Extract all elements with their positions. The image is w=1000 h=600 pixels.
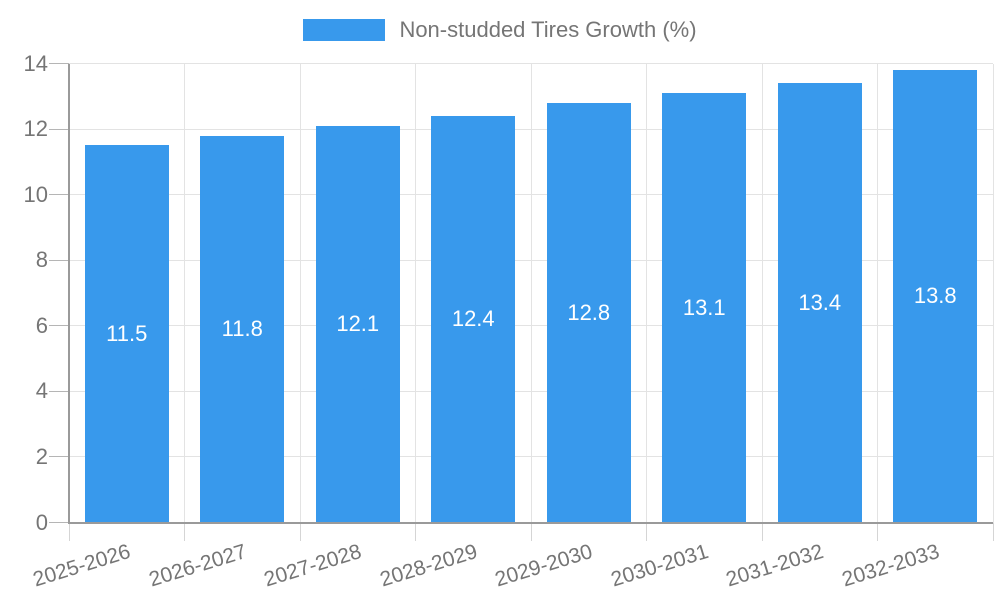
y-tick-label: 4 [35, 378, 48, 404]
y-tick [49, 390, 69, 392]
x-grid-line [992, 63, 994, 523]
bar[interactable] [546, 102, 631, 523]
y-tick-label: 2 [35, 443, 48, 469]
y-tick-label: 14 [23, 50, 48, 76]
x-grid-line [761, 63, 763, 523]
y-tick [49, 259, 69, 261]
x-tick-label: 2029-2030 [492, 539, 596, 591]
x-grid-line [877, 63, 878, 523]
x-tick-label: 2032-2033 [839, 539, 942, 591]
y-axis-line [68, 63, 70, 523]
legend-swatch [303, 19, 386, 41]
x-tick-label: 2030-2031 [608, 539, 711, 591]
y-tick-label: 6 [35, 312, 48, 338]
y-tick [49, 128, 69, 130]
x-grid-line [415, 63, 416, 523]
x-tick-label: 2025-2026 [30, 539, 134, 591]
y-tick [49, 522, 69, 523]
x-axis-line [68, 521, 993, 524]
bar[interactable] [662, 93, 747, 523]
legend-label: Non-studded Tires Growth (%) [399, 17, 697, 42]
bar[interactable] [200, 135, 285, 523]
y-tick [49, 63, 69, 64]
bar[interactable] [84, 145, 169, 523]
x-grid-line [530, 63, 532, 523]
bar[interactable] [315, 125, 400, 523]
y-tick-label: 10 [23, 181, 48, 207]
x-grid-line [299, 63, 301, 523]
x-tick [992, 522, 994, 541]
x-tick [877, 522, 878, 541]
x-tick [68, 522, 70, 541]
y-tick [49, 325, 69, 327]
legend-item[interactable]: Non-studded Tires Growth (%) [0, 17, 1000, 43]
bar[interactable] [431, 115, 516, 523]
x-tick [415, 522, 416, 541]
x-grid-line [646, 63, 647, 523]
y-tick [49, 456, 69, 458]
x-tick-label: 2027-2028 [261, 539, 365, 591]
y-tick-label: 8 [35, 247, 48, 273]
x-grid-line [184, 63, 185, 523]
bar[interactable] [893, 70, 978, 523]
y-tick-label: 0 [35, 509, 48, 535]
x-tick [530, 522, 532, 541]
y-tick [49, 194, 69, 196]
x-tick [184, 522, 185, 541]
x-tick [646, 522, 647, 541]
x-tick-label: 2026-2027 [146, 539, 249, 591]
x-tick [299, 522, 301, 541]
y-tick-label: 12 [23, 116, 48, 142]
x-tick [761, 522, 763, 541]
x-tick-label: 2028-2029 [377, 539, 480, 591]
bar[interactable] [777, 83, 862, 523]
x-tick-label: 2031-2032 [723, 539, 827, 591]
